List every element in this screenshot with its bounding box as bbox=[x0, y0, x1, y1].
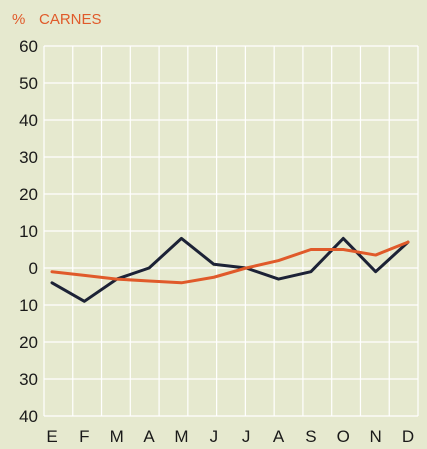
series-line-1 bbox=[50, 236, 410, 303]
x-tick-label: F bbox=[79, 427, 89, 446]
y-tick-label: 0 bbox=[29, 259, 38, 278]
x-tick-label: A bbox=[143, 427, 155, 446]
x-tick-label: S bbox=[305, 427, 316, 446]
x-tick-label: J bbox=[242, 427, 251, 446]
y-tick-label: 10 bbox=[19, 222, 38, 241]
y-tick-label: 30 bbox=[19, 370, 38, 389]
unit-label: % bbox=[12, 11, 25, 28]
x-tick-label: M bbox=[174, 427, 188, 446]
grid-lines bbox=[43, 45, 419, 417]
x-tick-label: J bbox=[210, 427, 219, 446]
y-axis-ticks: 60 50 40 30 20 10 0 10 20 30 40 bbox=[19, 37, 38, 426]
y-tick-label: 60 bbox=[19, 37, 38, 56]
y-tick-label: 40 bbox=[19, 407, 38, 426]
y-tick-label: 10 bbox=[19, 296, 38, 315]
x-tick-label: N bbox=[369, 427, 381, 446]
chart-title: CARNES bbox=[39, 11, 102, 28]
x-tick-label: M bbox=[110, 427, 124, 446]
x-tick-label: O bbox=[337, 427, 350, 446]
series-lines bbox=[50, 236, 410, 303]
y-tick-label: 30 bbox=[19, 148, 38, 167]
x-tick-label: E bbox=[46, 427, 57, 446]
y-tick-label: 20 bbox=[19, 185, 38, 204]
y-tick-label: 40 bbox=[19, 111, 38, 130]
series-line-2 bbox=[50, 240, 410, 285]
y-tick-label: 50 bbox=[19, 74, 38, 93]
y-tick-label: 20 bbox=[19, 333, 38, 352]
x-tick-label: A bbox=[273, 427, 285, 446]
x-tick-label: D bbox=[402, 427, 414, 446]
